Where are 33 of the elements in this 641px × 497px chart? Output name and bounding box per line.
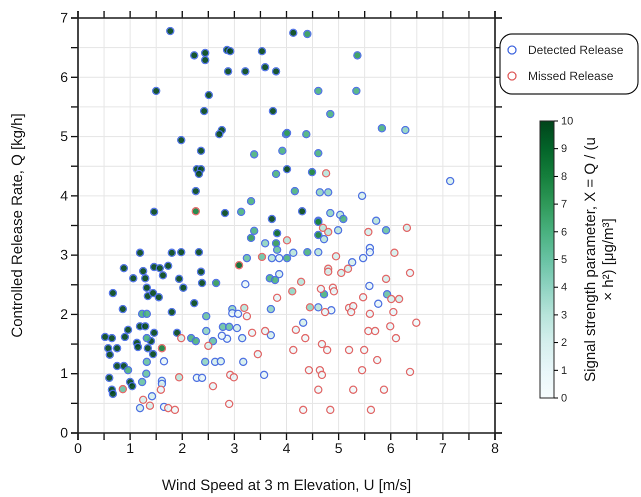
y-tick-label: 5: [60, 128, 68, 144]
x-tick-label: 3: [230, 440, 238, 456]
color-bar-label: 9: [561, 143, 568, 156]
x-tick-label: 7: [438, 440, 447, 456]
x-tick-label: 6: [386, 440, 395, 456]
color-bar-label: 10: [561, 116, 574, 128]
legend-label: Missed Release: [528, 69, 614, 83]
x-tick-label: 2: [178, 440, 186, 456]
color-bar-label: 5: [561, 254, 568, 266]
x-tick-label: 5: [334, 440, 343, 456]
x-tick-label: 1: [126, 440, 134, 456]
y-tick-label: 2: [60, 306, 68, 322]
y-tick-label: 0: [60, 424, 68, 440]
color-bar-label: 3: [561, 309, 568, 322]
color-bar-label: 2: [561, 337, 568, 350]
x-tick-label: 4: [282, 440, 291, 456]
y-tick-label: 6: [60, 68, 68, 85]
y-tick-label: 7: [60, 9, 68, 26]
color-bar-title: Signal strength parameter, X = Q / (u × h²) [μg/m³]: [582, 137, 617, 382]
y-tick-label: 3: [60, 246, 68, 263]
color-bar-label: 8: [561, 170, 568, 183]
color-bar-label: 7: [561, 198, 568, 211]
color-bar-label: 1: [561, 364, 568, 377]
x-tick-label: 8: [491, 440, 500, 456]
y-tick-label: 4: [60, 187, 68, 204]
x-tick-label: 0: [74, 440, 82, 456]
y-axis-title: Controlled Release Rate, Q [kg/h]: [9, 113, 26, 338]
y-tick-label: 1: [60, 365, 68, 382]
legend-label: Detected Release: [528, 43, 624, 57]
color-bar-label: 4: [561, 282, 568, 294]
color-bar-label: 6: [561, 226, 568, 238]
color-bar-label: 0: [561, 392, 568, 405]
x-axis-title: Wind Speed at 3 m Elevation, U [m/s]: [162, 477, 412, 494]
